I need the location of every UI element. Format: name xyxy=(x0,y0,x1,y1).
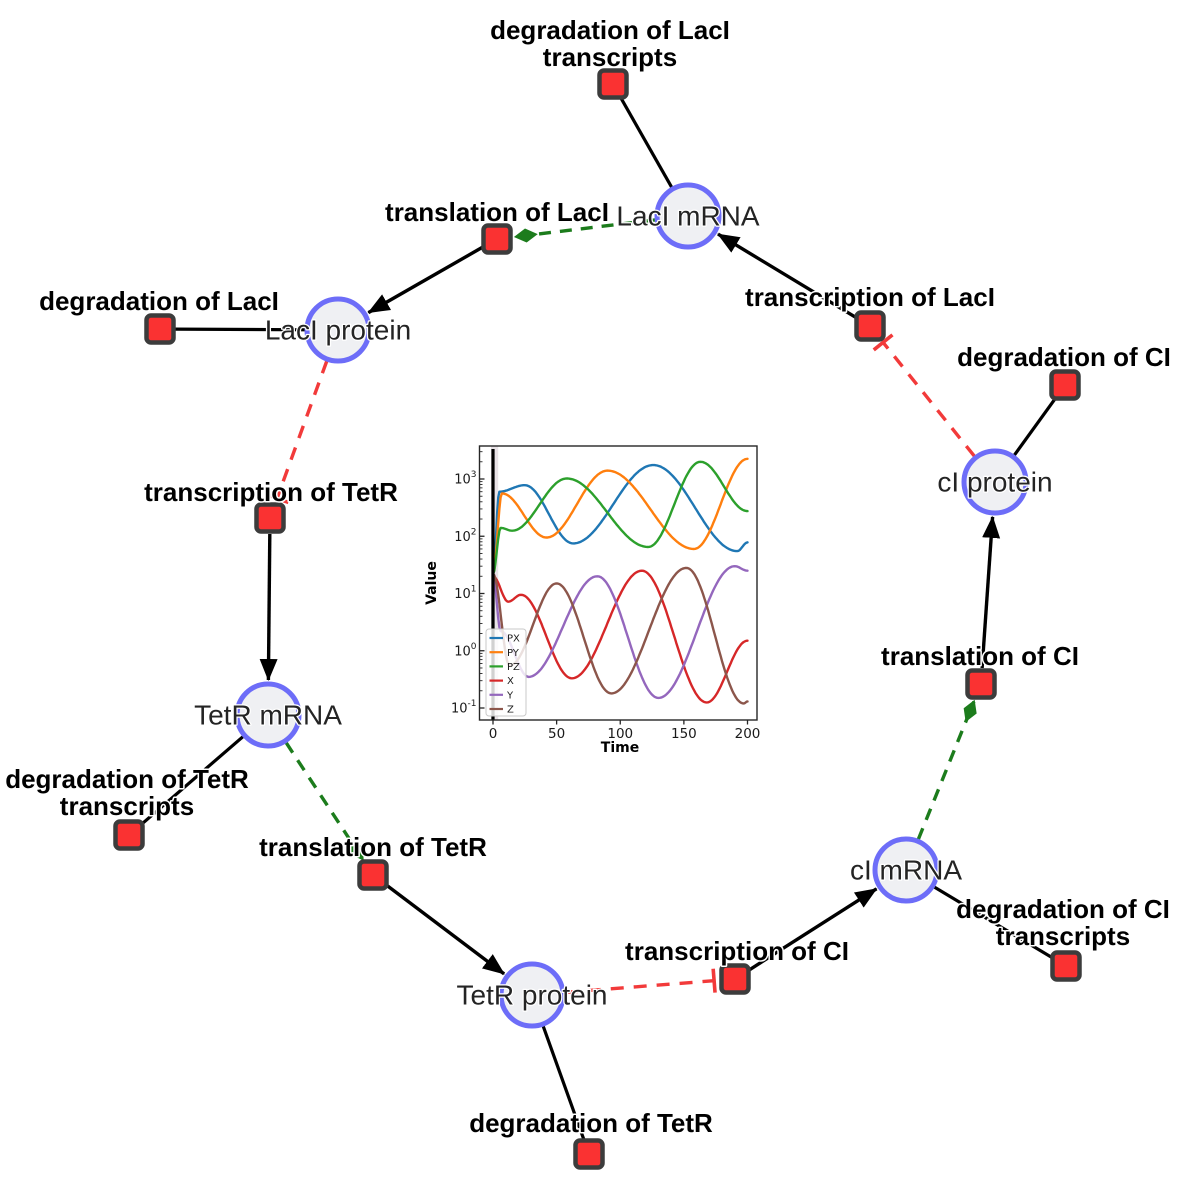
legend-label-PY: PY xyxy=(507,648,520,659)
chart-xlabel: Time xyxy=(601,740,639,756)
species-node-ci-mrna[interactable] xyxy=(872,836,940,904)
chart-curve-PY xyxy=(491,457,749,576)
reaction-label-translation-ci: translation of CI xyxy=(881,641,1079,671)
label-layer: LacI mRNA LacI protein TetR mRNA TetR prote… xyxy=(4,14,1173,1140)
edge-production-transcription-laci--laci-mrna xyxy=(717,232,858,320)
legend-label-PZ: PZ xyxy=(507,662,520,673)
chart-y-tick-label: 10-1 xyxy=(451,699,477,717)
chart-y-tick-label: 100 xyxy=(454,642,477,660)
species-label-laci-mrna: LacI mRNA xyxy=(616,201,759,232)
edge-consumption-laci-mrna--degradation-laci-transcripts xyxy=(618,95,674,189)
edge-catalysis-tetr-mrna--translation-tetr xyxy=(284,741,365,861)
reaction-label-degradation-tetr-transcripts-line1: degradation of TetR xyxy=(5,764,249,794)
edge-consumption-ci-protein--degradation-ci xyxy=(1012,395,1059,458)
edge-inhibition-laci-protein--transcription-tetr xyxy=(265,360,329,505)
reaction-node-degradation-ci[interactable] xyxy=(1049,369,1081,401)
reaction-label-degradation-laci-transcripts-line2: transcripts xyxy=(543,42,677,72)
chart-legend-box xyxy=(485,628,527,717)
species-label-ci-protein: cI protein xyxy=(937,467,1052,498)
reaction-node-translation-ci[interactable] xyxy=(965,668,997,700)
chart-curve-PZ xyxy=(491,460,749,576)
reaction-label-translation-laci: translation of LacI xyxy=(385,197,609,227)
reaction-label-degradation-ci: degradation of CI xyxy=(957,342,1171,372)
edge-layer xyxy=(138,95,1059,1142)
chart-x-tick-label: 50 xyxy=(548,726,565,742)
legend-label-Y: Y xyxy=(506,690,514,701)
embedded-timeseries-chart: 0 50 100 150 200 10-1 100 101 102 103 PX PY PZ XYZ T… xyxy=(424,445,761,756)
edge-production-translation-laci--laci-protein xyxy=(367,245,484,315)
edge-production-transcription-ci--ci-mrna xyxy=(747,887,878,972)
edge-catalysis-laci-mrna--translation-laci xyxy=(513,218,656,243)
reaction-node-transcription-ci[interactable] xyxy=(719,963,751,995)
chart-y-tick-label: 101 xyxy=(454,585,476,603)
reaction-node-translation-laci[interactable] xyxy=(481,223,513,255)
reaction-label-degradation-ci-transcripts-line1: degradation of CI xyxy=(956,894,1170,924)
legend-label-Z: Z xyxy=(507,705,514,716)
legend-label-PX: PX xyxy=(507,634,520,645)
edge-consumption-tetr-protein--degradation-tetr xyxy=(541,1024,586,1142)
chart-curve-X xyxy=(491,569,749,704)
reaction-label-translation-tetr: translation of TetR xyxy=(259,832,487,862)
chart-curve-PX xyxy=(491,463,749,576)
chart-y-tick-label: 103 xyxy=(454,470,476,488)
reaction-node-degradation-tetr-transcripts[interactable] xyxy=(113,819,145,851)
reaction-node-translation-tetr[interactable] xyxy=(357,859,389,891)
species-label-tetr-protein: TetR protein xyxy=(457,980,608,1011)
edge-production-transcription-tetr--tetr-mrna xyxy=(259,533,278,681)
reaction-label-transcription-tetr: transcription of TetR xyxy=(144,477,398,507)
legend-label-X: X xyxy=(507,676,514,687)
reaction-label-degradation-tetr: degradation of TetR xyxy=(469,1108,713,1138)
species-node-laci-mrna[interactable] xyxy=(654,182,722,250)
reaction-node-degradation-ci-transcripts[interactable] xyxy=(1050,950,1082,982)
edge-inhibition-ci-protein--transcription-laci xyxy=(872,333,976,458)
reaction-label-degradation-laci-transcripts-line1: degradation of LacI xyxy=(490,15,730,45)
chart-x-tick-label: 200 xyxy=(735,726,761,742)
chart-x-tick-label: 0 xyxy=(489,726,498,742)
reaction-node-transcription-tetr[interactable] xyxy=(254,502,286,534)
species-label-tetr-mrna: TetR mRNA xyxy=(194,700,342,731)
species-node-tetr-protein[interactable] xyxy=(498,961,566,1029)
chart-x-tick-label: 100 xyxy=(607,726,633,742)
reaction-label-transcription-laci: transcription of LacI xyxy=(745,282,995,312)
edge-production-translation-ci--ci-protein xyxy=(980,515,1001,669)
edge-consumption-ci-mrna--degradation-ci-transcripts xyxy=(932,885,1055,961)
chart-frame xyxy=(478,445,758,721)
species-node-ci-protein[interactable] xyxy=(961,448,1029,516)
edge-inhibition-tetr-protein--transcription-ci xyxy=(564,968,717,995)
species-node-tetr-mrna[interactable] xyxy=(234,681,302,749)
chart-ylabel: Value xyxy=(424,561,440,605)
chart-curve-Y xyxy=(491,565,749,700)
chart-y-tick-label: 102 xyxy=(454,527,476,545)
reaction-node-degradation-laci[interactable] xyxy=(144,313,176,345)
node-layer xyxy=(113,68,1082,1170)
edge-consumption-laci-protein--degradation-laci xyxy=(173,327,307,332)
reaction-node-degradation-laci-transcripts[interactable] xyxy=(597,68,629,100)
reaction-label-degradation-laci: degradation of LacI xyxy=(39,286,279,316)
reaction-label-degradation-ci-transcripts-line2: transcripts xyxy=(996,921,1130,951)
reaction-label-transcription-ci: transcription of CI xyxy=(625,936,849,966)
reaction-label-degradation-tetr-transcripts-line2: transcripts xyxy=(60,791,194,821)
chart-curve-Z xyxy=(491,566,749,705)
species-label-ci-mrna: cI mRNA xyxy=(850,855,962,886)
reaction-node-degradation-tetr[interactable] xyxy=(573,1138,605,1170)
edge-catalysis-ci-mrna--translation-ci xyxy=(916,699,977,841)
edge-production-translation-tetr--tetr-protein xyxy=(384,883,506,976)
species-label-laci-protein: LacI protein xyxy=(265,315,411,346)
reaction-node-transcription-laci[interactable] xyxy=(854,310,886,342)
chart-x-tick-label: 150 xyxy=(671,726,697,742)
edge-consumption-tetr-mrna--degradation-tetr-transcripts xyxy=(138,734,245,828)
species-node-laci-protein[interactable] xyxy=(304,296,372,364)
